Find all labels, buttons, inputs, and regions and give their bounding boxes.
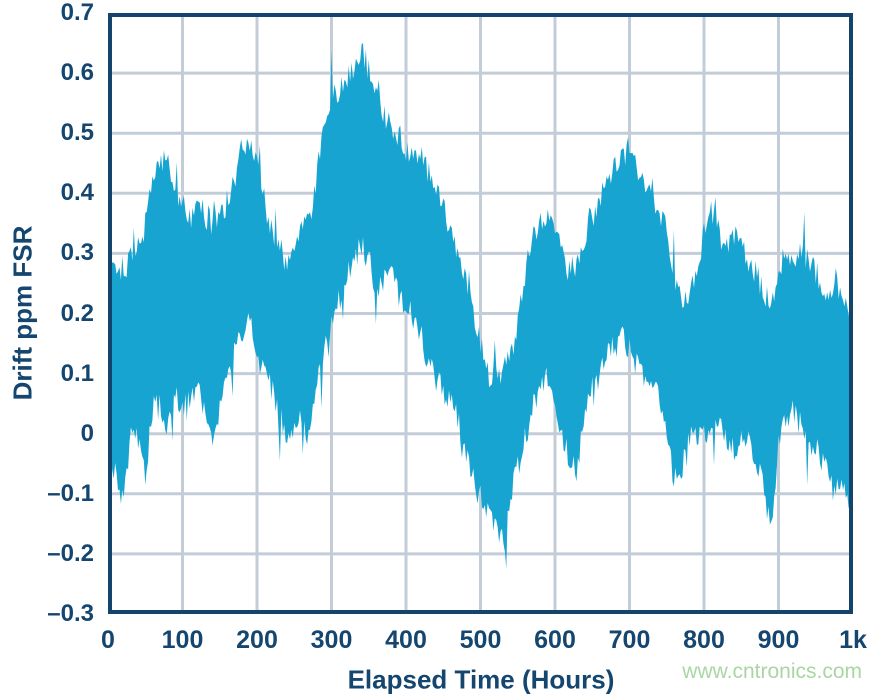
- x-axis-title: Elapsed Time (Hours): [347, 664, 615, 695]
- drift-trace: [108, 42, 853, 569]
- x-tick-label: 100: [161, 626, 204, 654]
- x-tick-label: 700: [608, 626, 651, 654]
- y-tick-label: 0.3: [60, 239, 94, 267]
- x-tick-label: 1k: [839, 626, 867, 654]
- y-tick-label: 0.4: [60, 179, 94, 207]
- x-tick-label: 200: [236, 626, 278, 654]
- x-tick-label: 400: [385, 626, 427, 654]
- y-tick-label: –0.3: [47, 600, 94, 627]
- y-tick-label: 0.2: [60, 299, 94, 327]
- x-tick-label: 600: [534, 626, 576, 654]
- x-tick-label: 800: [683, 626, 725, 654]
- y-tick-label: –0.1: [47, 479, 94, 507]
- x-tick-label: 900: [757, 626, 800, 654]
- x-tick-label: 300: [310, 626, 353, 654]
- y-tick-label: 0.5: [60, 119, 94, 147]
- y-tick-label: 0.7: [60, 0, 94, 26]
- x-tick-label: 0: [101, 626, 115, 654]
- plot-area: [108, 13, 853, 614]
- y-tick-label: 0.6: [60, 59, 94, 87]
- y-tick-label: 0: [80, 419, 94, 447]
- y-tick-label: –0.2: [47, 539, 94, 567]
- plot-border: [108, 13, 853, 614]
- watermark-text: www.cntronics.com: [682, 660, 862, 683]
- y-tick-label: 0.1: [60, 359, 94, 387]
- x-tick-label: 500: [459, 626, 502, 654]
